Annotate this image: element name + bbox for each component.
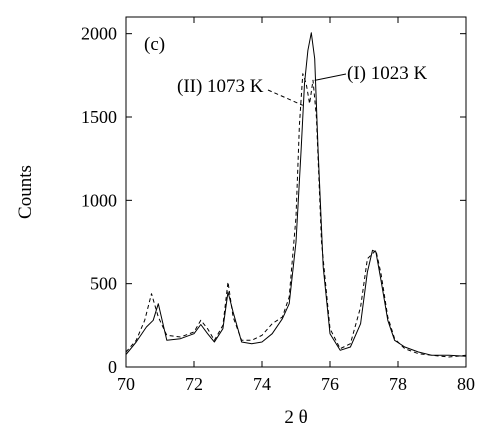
annotation-leader-I <box>314 73 347 81</box>
x-tick-label: 72 <box>185 374 203 394</box>
y-tick-label: 2000 <box>81 24 117 44</box>
plot-border <box>125 16 467 368</box>
y-tick-label: 1500 <box>81 107 117 127</box>
panel-label: (c) <box>144 34 165 55</box>
ticks-layer: 70 72 74 76 78 80 0 500 1000 1500 2000 <box>81 17 475 394</box>
annotation-series-I: (I) 1023 K <box>347 63 427 84</box>
labels-layer: (c) 2 θ Counts (I) 1023 K (II) 1073 K <box>15 34 427 428</box>
x-tick-label: 80 <box>457 374 475 394</box>
y-axis-title: Counts <box>15 165 36 219</box>
series-line-I <box>125 32 467 357</box>
x-tick-label: 74 <box>253 374 271 394</box>
plot-frame <box>125 16 467 368</box>
x-tick-label: 76 <box>321 374 339 394</box>
y-tick-label: 0 <box>108 357 117 377</box>
y-tick-label: 1000 <box>81 190 117 210</box>
x-tick-label: 78 <box>389 374 407 394</box>
annotation-leader-II <box>267 89 304 106</box>
annotation-series-II: (II) 1073 K <box>177 76 264 97</box>
series-line-II <box>125 73 467 358</box>
x-axis-title: 2 θ <box>284 407 307 428</box>
y-tick-label: 500 <box>90 274 117 294</box>
x-tick-label: 70 <box>117 374 135 394</box>
series-layer <box>125 32 467 358</box>
